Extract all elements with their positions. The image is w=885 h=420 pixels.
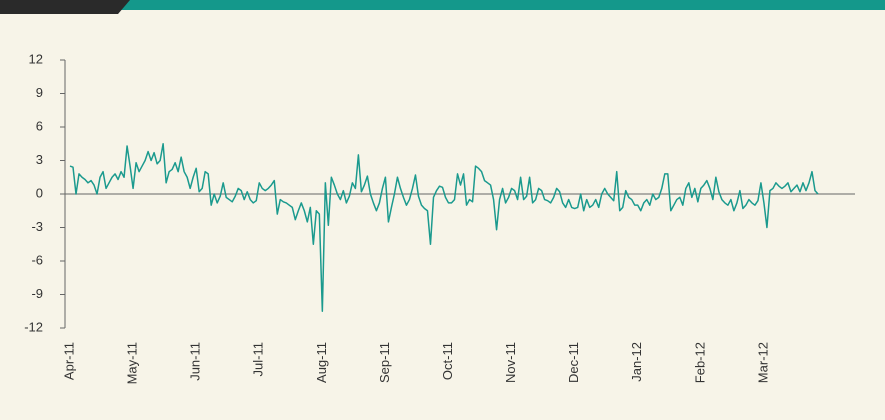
y-tick-label: -9 [31, 286, 43, 301]
y-tick-label: 12 [29, 51, 43, 66]
y-tick-label: 9 [36, 85, 43, 100]
y-tick-label: -12 [24, 319, 43, 334]
x-tick-label: Jan-12 [629, 342, 644, 382]
line-series [69, 143, 819, 312]
y-tick-label: 0 [36, 185, 43, 200]
y-tick-label: -3 [31, 219, 43, 234]
x-tick-label: Jun-11 [188, 342, 203, 381]
y-tick-label: -6 [31, 252, 43, 267]
x-tick-label: Mar-12 [755, 342, 770, 383]
y-tick-label: 3 [36, 152, 43, 167]
x-tick-label: Dec-11 [566, 342, 581, 383]
x-tick-label: Jul-11 [251, 342, 266, 376]
x-tick-label: May-11 [125, 342, 140, 384]
x-tick-label: Aug-11 [314, 342, 329, 383]
header-band [0, 0, 885, 10]
x-tick-label: Oct-11 [440, 342, 455, 380]
x-tick-label: Sep-11 [377, 342, 392, 383]
header-tab [0, 0, 130, 14]
x-tick-label: Apr-11 [61, 342, 76, 380]
y-tick-label: 6 [36, 118, 43, 133]
x-tick-label: Feb-12 [692, 342, 707, 383]
x-tick-label: Nov-11 [503, 342, 518, 383]
